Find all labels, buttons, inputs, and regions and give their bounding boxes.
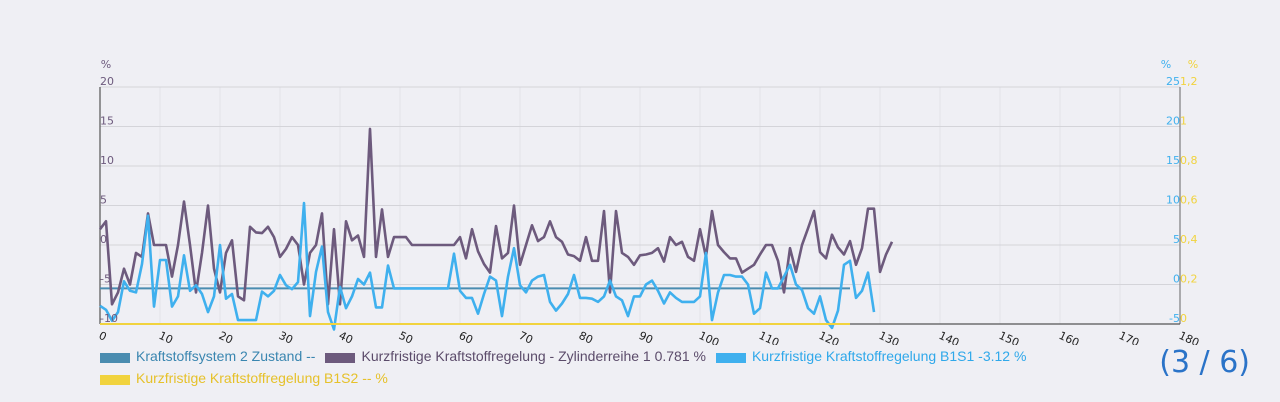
x-tick-labels: 0 10 20 30 40 50 60 70 80 90 100 110 120 130 140 150 160… — [97, 329, 1202, 345]
percent-icon: % — [1188, 58, 1198, 71]
y-tick-label: 5 — [100, 194, 107, 207]
y-tick-label: 1 — [1180, 115, 1187, 128]
x-tick-label: 70 — [517, 329, 535, 345]
legend-item[interactable]: Kurzfristige Kraftstoffregelung - Zylind… — [325, 346, 706, 366]
line-chart: -10-505101520-5051015202500,20,40,60,811… — [97, 58, 1202, 345]
x-tick-label: 100 — [697, 329, 722, 345]
legend-item[interactable]: Kraftstoffsystem 2 Zustand -- — [100, 346, 315, 366]
x-tick-label: 180 — [1177, 329, 1202, 345]
chart-series — [98, 127, 894, 331]
y-tick-label: 0,2 — [1180, 273, 1198, 286]
y-tick-label: -5 — [1169, 312, 1180, 325]
y-tick-label: -5 — [100, 273, 111, 286]
x-tick-label: 130 — [877, 329, 902, 345]
y-tick-label: 1,2 — [1180, 75, 1198, 88]
page-indicator[interactable]: (3 / 6) — [1159, 345, 1250, 380]
x-tick-label: 60 — [457, 329, 475, 345]
y-tick-labels: -10-505101520-5051015202500,20,40,60,811… — [100, 75, 1198, 325]
y-tick-label: -10 — [100, 312, 118, 325]
x-tick-label: 170 — [1117, 329, 1142, 345]
y-tick-label: 0 — [100, 233, 107, 246]
legend-item[interactable]: Kurzfristige Kraftstoffregelung B1S1 -3.… — [715, 346, 1027, 366]
y-tick-label: 15 — [100, 115, 114, 128]
x-tick-label: 10 — [157, 329, 175, 345]
x-tick-label: 30 — [277, 329, 295, 345]
chart-legend: Kraftstoffsystem 2 Zustand -- Kurzfristig… — [100, 346, 1140, 390]
y-tick-label: 5 — [1173, 233, 1180, 246]
y-tick-label: 0,4 — [1180, 233, 1198, 246]
x-tick-label: 0 — [97, 329, 109, 344]
y-tick-label: 10 — [100, 154, 114, 167]
y-tick-label: 0,8 — [1180, 154, 1198, 167]
chart-grid — [99, 86, 1181, 325]
legend-item[interactable]: Kurzfristige Kraftstoffregelung B1S2 -- … — [100, 368, 388, 388]
percent-icon: % — [1161, 58, 1171, 71]
x-tick-label: 150 — [997, 329, 1022, 345]
y-tick-label: 15 — [1166, 154, 1180, 167]
axis-unit-icons: %%% — [101, 58, 1198, 71]
y-tick-label: 20 — [100, 75, 114, 88]
series-line-3 — [99, 201, 876, 331]
y-tick-label: 20 — [1166, 115, 1180, 128]
x-tick-label: 110 — [757, 329, 782, 345]
x-tick-label: 120 — [817, 329, 842, 345]
y-tick-label: 0 — [1173, 273, 1180, 286]
legend-label: Kurzfristige Kraftstoffregelung B1S1 -3.… — [751, 348, 1027, 364]
x-tick-label: 140 — [937, 329, 962, 345]
x-tick-label: 20 — [217, 329, 235, 345]
legend-swatch — [100, 375, 130, 385]
legend-label: Kurzfristige Kraftstoffregelung B1S2 -- … — [136, 370, 388, 386]
x-tick-label: 40 — [337, 329, 355, 345]
y-tick-label: 0 — [1180, 312, 1187, 325]
series-line-2 — [98, 127, 894, 306]
legend-label: Kurzfristige Kraftstoffregelung - Zylind… — [361, 348, 706, 364]
x-tick-label: 80 — [577, 329, 595, 345]
percent-icon: % — [101, 58, 111, 71]
x-tick-label: 50 — [397, 329, 415, 345]
y-tick-label: 25 — [1166, 75, 1180, 88]
x-tick-label: 90 — [637, 329, 655, 345]
x-tick-label: 160 — [1057, 329, 1082, 345]
legend-label: Kraftstoffsystem 2 Zustand -- — [136, 348, 316, 364]
y-tick-label: 10 — [1166, 194, 1180, 207]
legend-swatch — [325, 353, 356, 363]
legend-swatch — [715, 353, 746, 363]
legend-swatch — [100, 353, 130, 363]
y-tick-label: 0,6 — [1180, 194, 1198, 207]
